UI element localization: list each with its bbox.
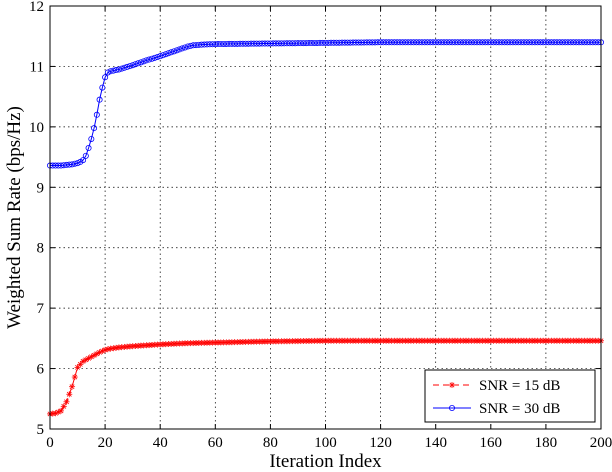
data-point-snr-30-db [176,46,183,53]
series-snr-30-db [47,39,605,169]
data-point-snr-30-db [121,64,128,71]
legend: SNR = 15 dB SNR = 30 dB [424,369,596,423]
data-point-snr-15-db [71,374,78,381]
data-point-snr-15-db [66,391,73,398]
x-tick-label: 160 [480,435,503,451]
data-point-snr-30-db [154,54,161,61]
y-tick-label: 7 [37,301,45,317]
data-point-snr-30-db [151,54,158,61]
data-point-snr-15-db [69,383,76,390]
y-tick-label: 5 [37,422,45,438]
data-point-snr-30-db [157,53,164,60]
x-tick-label: 20 [98,435,113,451]
data-point-snr-30-db [140,58,147,65]
data-point-snr-30-db [132,61,139,68]
legend-marker [448,404,455,411]
data-point-snr-30-db [107,68,114,75]
data-point-snr-30-db [135,60,142,67]
data-point-snr-30-db [66,161,73,168]
data-point-snr-30-db [88,135,95,142]
series-layer [47,39,605,417]
data-point-snr-30-db [69,161,76,168]
data-point-snr-30-db [91,125,98,132]
data-point-snr-30-db [168,49,175,56]
data-point-snr-30-db [104,69,111,76]
y-tick-label: 12 [29,0,44,15]
data-point-snr-30-db [96,96,103,103]
data-point-snr-30-db [187,42,194,49]
data-point-snr-30-db [99,84,106,91]
data-point-snr-30-db [126,63,133,70]
grid [50,6,601,429]
data-point-snr-30-db [129,62,136,69]
x-tick-label: 60 [208,435,223,451]
data-point-snr-30-db [137,59,144,66]
x-tick-label: 80 [263,435,278,451]
data-point-snr-30-db [85,145,92,152]
data-point-snr-30-db [93,111,100,118]
y-tick-label: 8 [37,241,45,257]
data-point-snr-15-db [77,361,84,368]
data-point-snr-15-db [58,407,65,414]
x-tick-label: 100 [314,435,337,451]
legend-sample-snr-15 [433,382,471,388]
data-point-snr-15-db [93,350,100,357]
data-point-snr-30-db [80,157,87,164]
legend-sample-snr-30 [433,404,471,411]
x-tick-label: 140 [424,435,447,451]
x-tick-label: 120 [369,435,392,451]
data-point-snr-30-db [173,47,180,54]
data-point-snr-30-db [165,50,172,57]
data-point-snr-30-db [148,55,155,62]
data-point-snr-30-db [118,65,125,72]
data-point-snr-30-db [74,160,81,167]
data-point-snr-30-db [159,52,166,59]
x-tick-label: 180 [535,435,558,451]
data-point-snr-30-db [170,48,177,55]
legend-entry-snr-30: SNR = 30 dB [479,401,560,417]
x-tick-label: 200 [590,435,612,451]
data-point-snr-30-db [110,67,117,74]
data-point-snr-30-db [179,45,186,52]
y-tick-label: 10 [29,120,44,136]
data-point-snr-30-db [102,74,109,81]
series-snr-15-db [47,337,604,417]
data-point-snr-30-db [146,56,153,63]
axis-ticks: 0 20 40 60 80 100 120 140 160 180 200 5 6 7 8 9 10 11 12 [29,0,612,451]
data-point-snr-15-db [60,403,67,410]
data-point-snr-30-db [181,44,188,51]
x-tick-label: 0 [46,435,54,451]
x-tick-label: 40 [153,435,168,451]
legend-box [424,369,596,423]
y-tick-label: 6 [37,362,45,378]
y-tick-label: 9 [37,180,45,196]
data-point-snr-15-db [63,398,70,405]
data-point-snr-30-db [162,51,169,58]
data-point-snr-30-db [115,66,122,73]
data-point-snr-30-db [143,57,150,64]
legend-marker [449,382,455,388]
data-point-snr-30-db [124,63,131,70]
data-point-snr-30-db [184,43,191,50]
legend-entry-snr-15: SNR = 15 dB [479,378,560,394]
data-point-snr-30-db [71,160,78,167]
data-point-snr-30-db [82,152,89,159]
x-axis-label: Iteration Index [269,451,382,472]
data-point-snr-30-db [113,67,120,74]
data-point-snr-15-db [85,355,92,362]
y-axis-label: Weighted Sum Rate (bps/Hz) [4,106,25,329]
y-tick-label: 11 [30,59,44,75]
